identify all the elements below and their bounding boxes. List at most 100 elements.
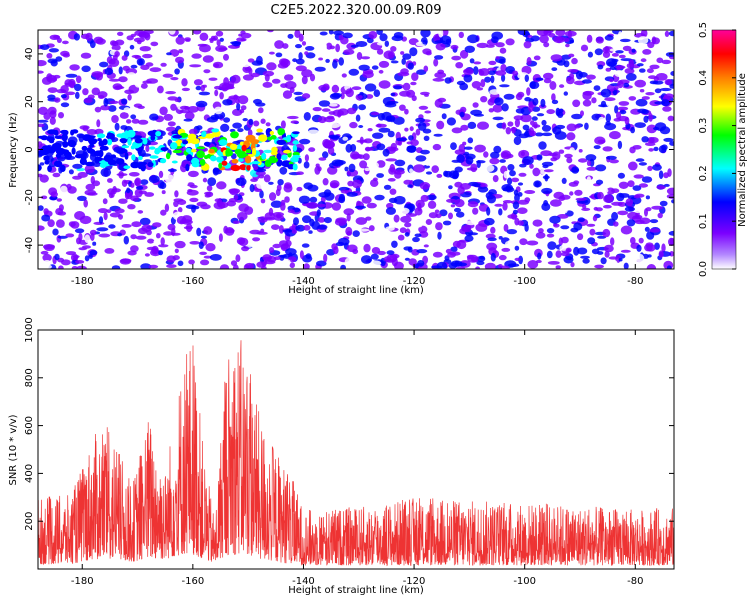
heatmap-cell xyxy=(365,216,372,221)
heatmap-cell xyxy=(152,222,162,228)
heatmap-cell xyxy=(291,229,298,234)
heatmap-cell xyxy=(494,203,503,207)
heatmap-cell xyxy=(280,120,286,129)
heatmap-cell xyxy=(671,199,674,204)
heatmap-cell xyxy=(617,172,626,179)
heatmap-cell xyxy=(90,176,96,185)
heatmap-cell xyxy=(174,240,186,249)
heatmap-cell xyxy=(542,175,550,180)
heatmap-cell xyxy=(400,215,412,223)
snr-x-tick-label: -120 xyxy=(403,576,426,587)
heatmap-cell xyxy=(70,129,75,136)
heatmap-cell xyxy=(417,260,425,267)
heatmap-cell xyxy=(328,30,334,35)
heatmap-area xyxy=(38,30,674,269)
heatmap-cell xyxy=(647,165,653,172)
heatmap-cell xyxy=(235,254,241,262)
heatmap-cell xyxy=(304,154,309,162)
heatmap-cell xyxy=(593,85,601,91)
heatmap-cell xyxy=(318,84,330,91)
heatmap-cell xyxy=(256,231,268,235)
heatmap-cell xyxy=(276,153,282,160)
heatmap-cell xyxy=(261,265,267,269)
heatmap-cell xyxy=(232,264,239,269)
heatmap-cell xyxy=(65,233,75,238)
heatmap-cell xyxy=(465,220,477,226)
heatmap-cell xyxy=(541,119,547,126)
colorbar-tick-label: 0.1 xyxy=(698,213,709,229)
heatmap-cell xyxy=(308,147,316,152)
heatmap-cell xyxy=(334,218,347,226)
heatmap-cell xyxy=(505,38,515,46)
heatmap-cell xyxy=(252,237,261,242)
heatmap-cell xyxy=(549,215,561,224)
heatmap-cell xyxy=(416,249,428,254)
heatmap-cell xyxy=(373,89,381,97)
heatmap-cell xyxy=(172,149,183,154)
heatmap-cell xyxy=(314,66,326,72)
heatmap-cell xyxy=(117,31,124,36)
heatmap-cell xyxy=(641,136,649,143)
heatmap-cell xyxy=(189,241,200,245)
heatmap-cell xyxy=(53,160,63,168)
heatmap-cell xyxy=(295,58,305,65)
snr-y-tick-label: 400 xyxy=(24,464,35,483)
heatmap-cell xyxy=(351,86,362,91)
heatmap-cell xyxy=(538,141,547,150)
heatmap-cell xyxy=(83,199,88,208)
heatmap-cell xyxy=(644,226,650,232)
heatmap-cell xyxy=(317,166,322,172)
heatmap-cell xyxy=(406,141,413,145)
heatmap-cell xyxy=(195,85,202,91)
heatmap-cell xyxy=(561,177,567,184)
heatmap-cell xyxy=(116,133,125,138)
heatmap-cell xyxy=(586,74,596,80)
heatmap-cell xyxy=(130,145,135,150)
heatmap-cell xyxy=(158,170,164,178)
heatmap-cell xyxy=(619,110,627,115)
heatmap-cell xyxy=(639,89,645,93)
heatmap-cell xyxy=(593,145,601,150)
heatmap-cell xyxy=(345,226,353,236)
heatmap-cell xyxy=(630,117,639,122)
heatmap-cell xyxy=(202,55,214,63)
snr-x-tick-label: -140 xyxy=(292,576,315,587)
heatmap-cell xyxy=(284,196,290,203)
heatmap-cell xyxy=(241,246,250,252)
heatmap-cell xyxy=(305,253,312,259)
heatmap-cell xyxy=(414,233,422,238)
heatmap-cell xyxy=(180,105,189,110)
heatmap-cell xyxy=(555,107,561,117)
heatmap-cell xyxy=(641,176,653,183)
heatmap-cell xyxy=(404,108,409,115)
heatmap-cell xyxy=(535,77,544,81)
snr-y-axis-label: SNR (10 * v/v) xyxy=(8,414,19,485)
heatmap-cell xyxy=(237,95,249,105)
heatmap-cell xyxy=(390,46,397,52)
heatmap-cell xyxy=(393,214,400,223)
heatmap-cell xyxy=(511,177,520,183)
heatmap-cell xyxy=(238,33,243,37)
heatmap-cell xyxy=(669,238,674,246)
heatmap-cell xyxy=(505,153,514,159)
heatmap-cell xyxy=(446,198,457,203)
heatmap-cell xyxy=(581,79,593,84)
heatmap-cell xyxy=(204,133,215,139)
heatmap-cell xyxy=(415,155,427,162)
heatmap-cell xyxy=(524,74,529,83)
heatmap-cell xyxy=(210,155,217,162)
heatmap-cell xyxy=(84,255,90,262)
heatmap-cell xyxy=(60,50,70,57)
heatmap-cell xyxy=(362,71,374,79)
heatmap-cell xyxy=(81,65,91,73)
heatmap-cell xyxy=(277,179,284,186)
heatmap-cell xyxy=(158,244,169,248)
heatmap-cell xyxy=(62,140,69,148)
heatmap-cell xyxy=(485,44,495,48)
heatmap-cell xyxy=(441,113,447,120)
heatmap-cell xyxy=(254,188,263,192)
heatmap-cell xyxy=(368,31,378,39)
heatmap-cell xyxy=(208,77,218,81)
heatmap-cell xyxy=(370,112,380,116)
heatmap-cell xyxy=(127,204,136,210)
